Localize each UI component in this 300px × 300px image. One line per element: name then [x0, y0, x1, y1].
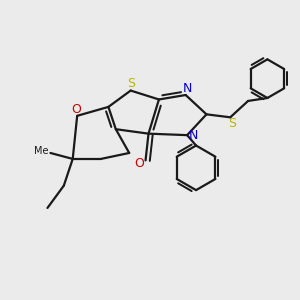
Text: O: O: [134, 157, 144, 170]
Text: N: N: [189, 129, 198, 142]
Text: O: O: [71, 103, 81, 116]
Text: S: S: [127, 76, 135, 90]
Text: N: N: [182, 82, 192, 95]
Text: Me: Me: [34, 146, 49, 157]
Text: S: S: [228, 117, 236, 130]
